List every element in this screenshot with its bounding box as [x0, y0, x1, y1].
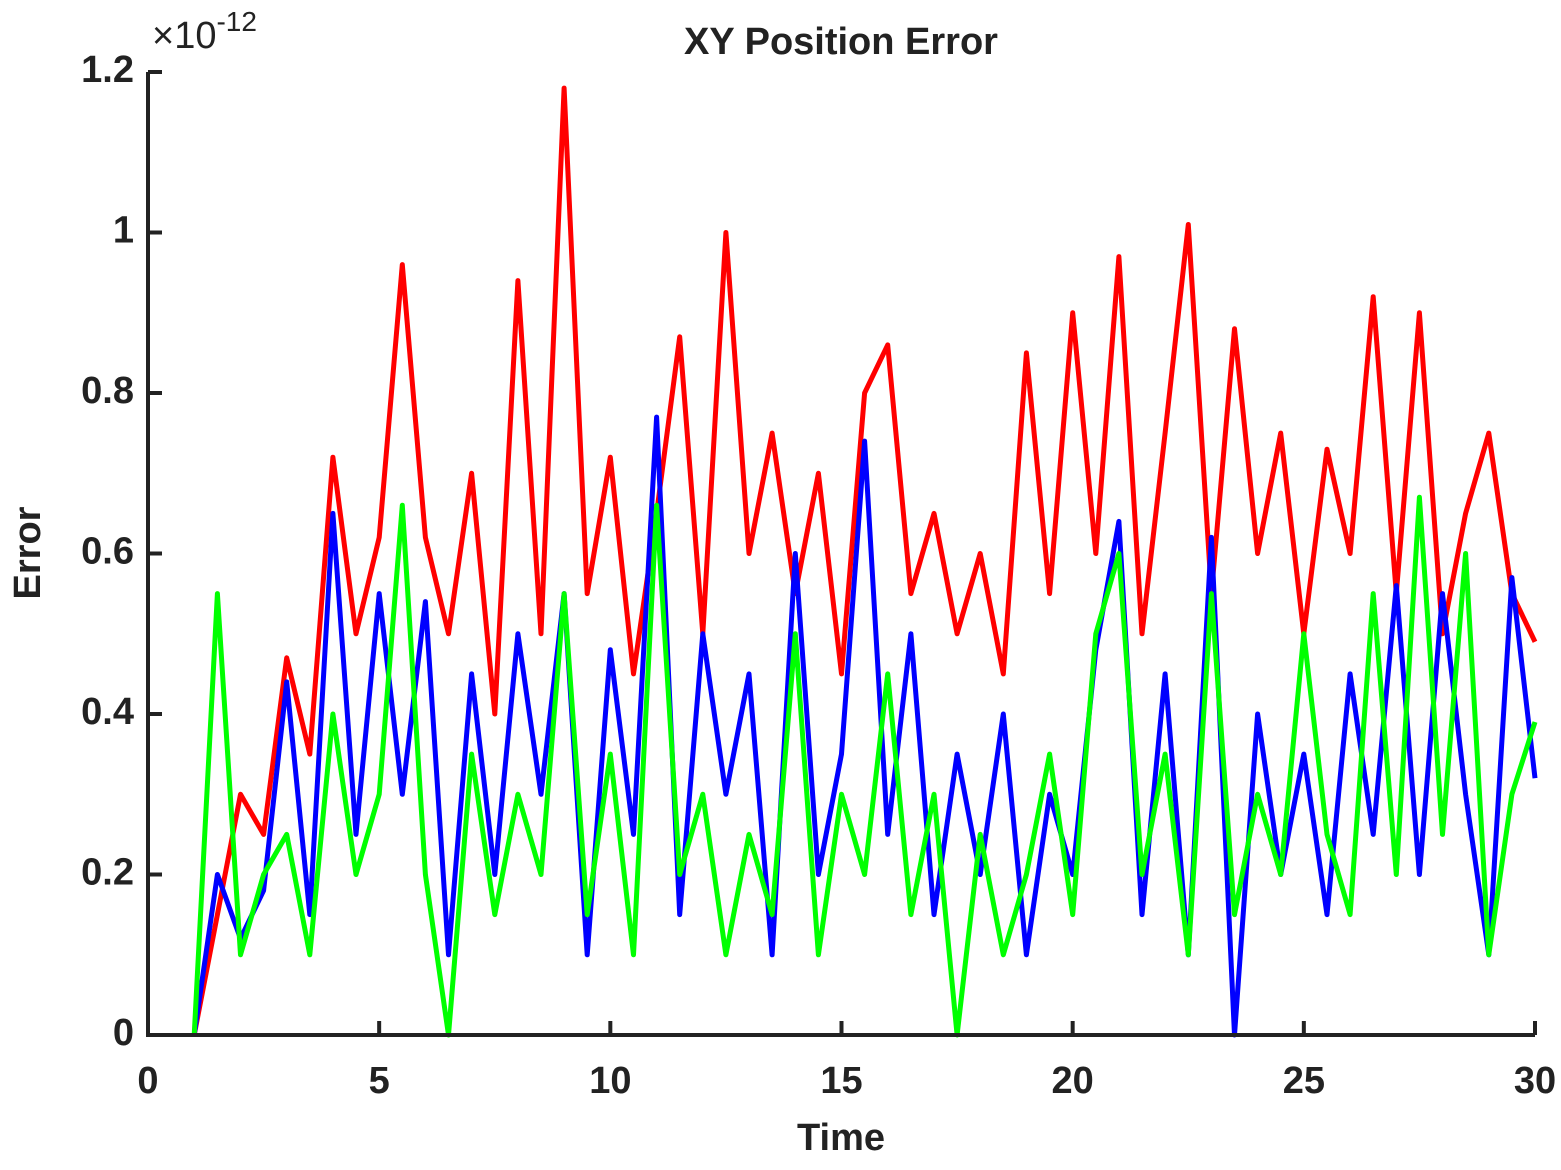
multiplier-exponent: -12	[216, 6, 256, 37]
x-axis-label: Time	[797, 1117, 885, 1159]
x-tick-label: 20	[1052, 1060, 1094, 1102]
y-tick-label: 0.4	[81, 691, 134, 733]
y-tick-label: 0.8	[81, 370, 134, 412]
y-tick-label: 0.2	[81, 852, 134, 894]
y-tick-label: 0.6	[81, 531, 134, 573]
y-axis-label: Error	[7, 506, 49, 599]
y-tick-label: 0	[113, 1012, 134, 1054]
y-tick-label: 1.2	[81, 49, 134, 91]
y-tick-label: 1	[113, 210, 134, 252]
data-line	[191, 494, 1538, 1038]
data-line	[191, 414, 1538, 1038]
multiplier-base: ×10	[152, 15, 216, 57]
x-tick-label: 0	[137, 1060, 158, 1102]
x-tick-label: 5	[369, 1060, 390, 1102]
x-tick-label: 15	[820, 1060, 862, 1102]
x-tick-label: 30	[1514, 1060, 1556, 1102]
x-tick-label: 25	[1283, 1060, 1325, 1102]
chart-title: XY Position Error	[684, 21, 998, 63]
data-line	[191, 85, 1538, 1036]
x-tick-label: 10	[589, 1060, 631, 1102]
y-multiplier: ×10-12	[152, 6, 257, 57]
